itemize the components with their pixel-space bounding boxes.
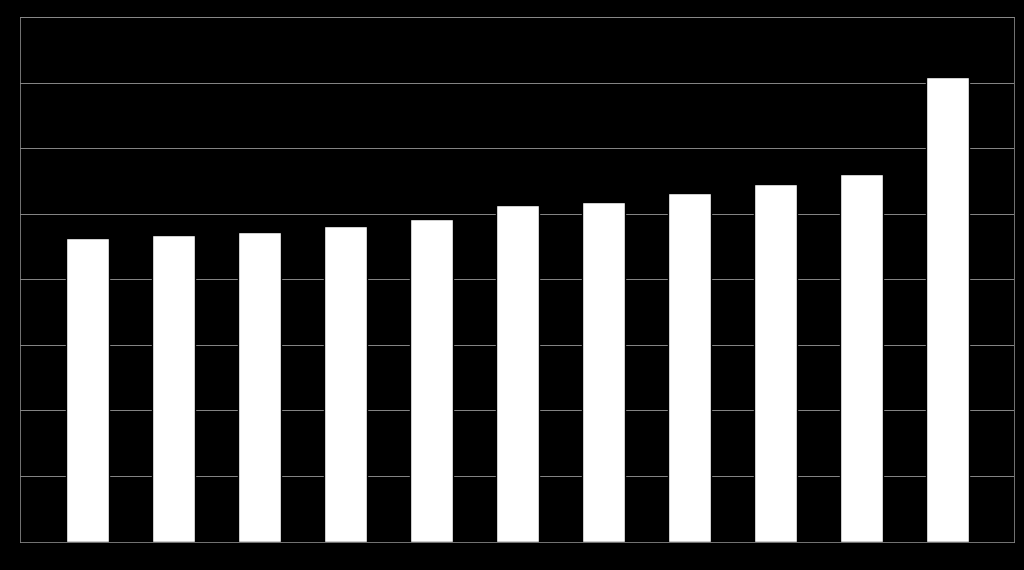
Bar — [926, 76, 969, 542]
Bar — [582, 202, 625, 542]
Bar — [238, 233, 281, 542]
Bar — [66, 238, 109, 542]
Bar — [324, 226, 367, 542]
Bar — [754, 184, 797, 541]
Bar — [840, 174, 883, 541]
Bar — [152, 235, 195, 542]
Bar — [668, 193, 711, 542]
Bar — [496, 205, 539, 542]
Bar — [410, 219, 453, 542]
